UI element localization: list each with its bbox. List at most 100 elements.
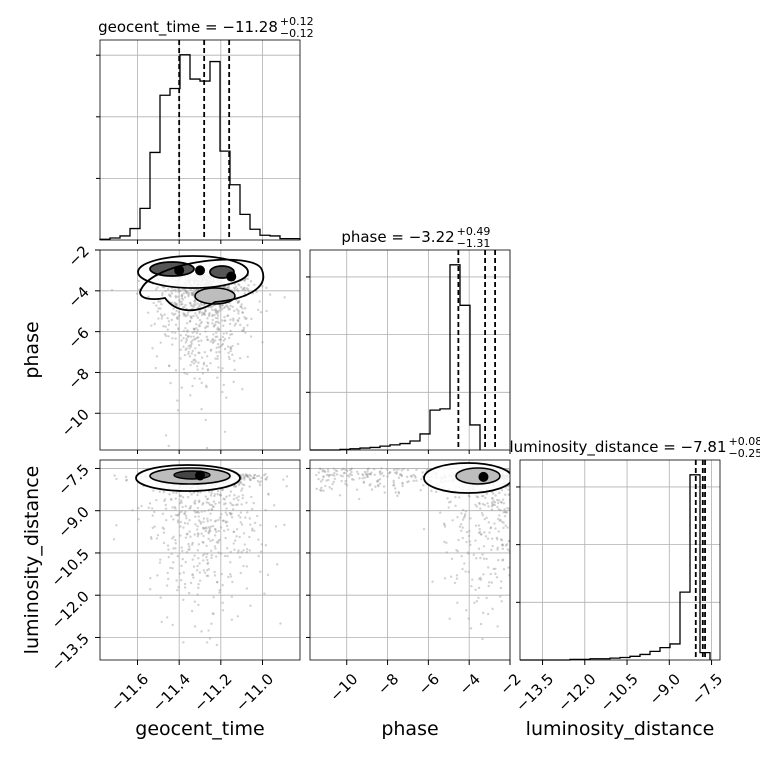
sample-point [259, 550, 263, 553]
sample-point [515, 474, 517, 476]
sample-point [382, 485, 386, 488]
sample-point [209, 340, 212, 343]
sample-point [207, 322, 210, 325]
sample-point [211, 341, 215, 345]
sample-point [251, 476, 255, 480]
y-tick-label: −12.0 [48, 587, 93, 632]
sample-point [486, 612, 490, 616]
sample-point [186, 330, 189, 334]
sample-point [246, 475, 249, 478]
title-upper-error: +0.08 [729, 435, 760, 448]
sample-point [205, 325, 208, 328]
sample-point [227, 351, 230, 355]
sample-point [346, 474, 349, 477]
sample-point [206, 562, 209, 566]
sample-point [478, 577, 481, 581]
sample-point [156, 574, 159, 577]
panel-border [99, 249, 301, 451]
sample-point [211, 304, 214, 307]
sample-point [282, 478, 285, 481]
sample-point [501, 543, 505, 546]
sample-point [232, 530, 236, 534]
sample-point [196, 368, 199, 371]
sample-point [493, 522, 496, 525]
sample-point [184, 561, 187, 564]
sample-point [237, 300, 240, 304]
sample-point [470, 584, 473, 588]
sample-point [206, 317, 209, 320]
sample-point [194, 511, 197, 514]
sample-point [501, 544, 504, 547]
sample-point [510, 474, 512, 476]
sample-point [202, 527, 205, 530]
sample-point [450, 557, 454, 561]
sample-point [192, 303, 196, 306]
sample-point [516, 475, 518, 477]
sample-point [393, 487, 397, 490]
sample-point [244, 317, 247, 321]
sample-point [502, 502, 506, 505]
sample-point [264, 477, 267, 481]
sample-point [201, 526, 205, 529]
sample-point [209, 525, 213, 528]
sample-point [192, 293, 195, 296]
panel-phase-vs-geocent_time [99, 249, 301, 451]
sample-point [243, 279, 246, 282]
sample-point [170, 318, 173, 322]
sample-point [237, 495, 240, 498]
sample-point [496, 548, 499, 551]
sample-point [236, 287, 239, 291]
sample-point [467, 570, 470, 574]
sample-point [378, 477, 382, 481]
sample-point [445, 541, 448, 544]
sample-point [188, 518, 191, 522]
sample-point [205, 501, 208, 504]
sample-point [228, 322, 232, 326]
sample-point [164, 503, 167, 507]
sample-point [193, 354, 197, 357]
sample-point [171, 343, 174, 346]
sample-point [486, 537, 490, 540]
sample-point [207, 490, 211, 493]
x-tick-label: −10.5 [597, 670, 642, 715]
sample-point [477, 524, 481, 527]
sample-point [329, 473, 332, 477]
sample-point [489, 526, 493, 529]
sample-point [481, 514, 485, 517]
sample-point [332, 480, 335, 484]
sample-point [507, 488, 510, 491]
sample-point [174, 331, 177, 334]
sample-point [536, 490, 538, 492]
sample-point [443, 577, 447, 580]
sample-point [228, 511, 232, 515]
sample-point [113, 474, 116, 477]
sample-point [249, 523, 252, 526]
sample-point [124, 479, 128, 482]
sample-point [243, 286, 246, 290]
sample-point [388, 471, 392, 474]
sample-point [199, 322, 202, 325]
sample-point [175, 302, 178, 306]
sample-point [232, 530, 235, 534]
sample-point [182, 329, 186, 333]
sample-point [207, 629, 210, 632]
sample-point [170, 289, 173, 293]
sample-point [502, 526, 505, 530]
sample-point [246, 277, 249, 281]
sample-point [193, 502, 197, 505]
sample-point [490, 537, 494, 540]
sample-point [172, 561, 175, 564]
sample-point [464, 570, 467, 573]
sample-point [479, 556, 482, 560]
sample-point [248, 535, 251, 539]
sample-point [171, 337, 174, 340]
sample-point [334, 469, 337, 472]
sample-point [369, 473, 373, 476]
sample-point [346, 469, 349, 472]
sample-point [265, 476, 269, 479]
density-mode-marker [226, 271, 237, 282]
sample-point [214, 502, 217, 505]
sample-point [490, 548, 493, 552]
sample-point [148, 502, 152, 505]
sample-point [520, 480, 522, 482]
